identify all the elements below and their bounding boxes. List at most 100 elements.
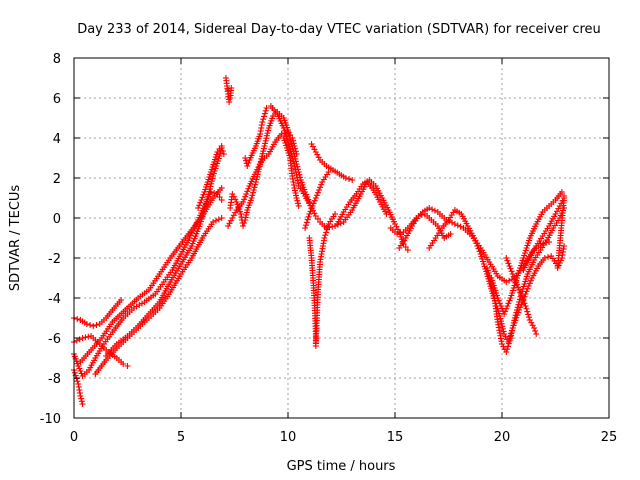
data-point [262, 140, 269, 147]
data-point [418, 212, 425, 218]
y-tick-label: 4 [53, 132, 61, 147]
data-point [240, 199, 247, 205]
data-point [78, 398, 85, 405]
data-point [260, 145, 267, 152]
data-point [561, 243, 568, 249]
data-point [198, 197, 205, 203]
data-point [529, 322, 536, 329]
data-point [317, 184, 324, 191]
data-point [262, 137, 269, 144]
data-point [505, 260, 512, 267]
data-point [136, 302, 143, 308]
data-point [255, 166, 262, 173]
data-point [506, 297, 513, 304]
data-point [241, 220, 248, 226]
data-point [322, 232, 329, 239]
data-point [513, 309, 520, 316]
data-point [314, 151, 321, 158]
data-point [285, 127, 291, 133]
data-point [90, 323, 97, 329]
data-point [316, 187, 323, 193]
data-point [497, 315, 504, 322]
data-point [504, 346, 511, 353]
data-point [245, 185, 252, 192]
data-point [345, 176, 352, 182]
data-point [504, 303, 511, 309]
data-point [498, 320, 505, 327]
data-point [515, 301, 522, 308]
data-point [505, 300, 512, 307]
data-point [500, 328, 507, 335]
data-point [71, 369, 78, 376]
data-point [218, 197, 225, 203]
data-point [392, 221, 398, 227]
data-point [203, 199, 210, 205]
data-point [518, 292, 525, 299]
data-point [555, 205, 562, 212]
data-point [120, 361, 127, 367]
data-point [499, 341, 505, 347]
data-point [496, 300, 503, 307]
data-point [394, 226, 401, 233]
data-point [287, 135, 294, 141]
data-point [138, 300, 145, 307]
data-point [545, 254, 552, 260]
chart-title: Day 233 of 2014, Sidereal Day-to-day VTE… [77, 22, 601, 37]
data-point [219, 148, 226, 154]
data-point [553, 208, 560, 215]
data-point [521, 300, 528, 307]
x-tick-label: 10 [280, 430, 297, 445]
y-axis-label: SDTVAR / TECUs [8, 185, 23, 292]
data-point [253, 176, 260, 183]
data-point [431, 207, 438, 214]
data-point [196, 202, 203, 209]
data-point [264, 130, 271, 137]
data-point [523, 305, 530, 312]
data-point [513, 307, 520, 313]
data-point [533, 331, 540, 337]
data-point [226, 220, 233, 227]
data-point [282, 130, 289, 137]
y-tick-label: -10 [40, 412, 61, 427]
data-point [261, 110, 268, 117]
data-point [258, 155, 265, 162]
data-point [315, 154, 322, 161]
data-point [199, 194, 206, 201]
data-point [397, 230, 404, 236]
data-point [242, 155, 249, 161]
data-point [232, 196, 239, 203]
data-point [225, 87, 232, 93]
data-point [501, 331, 508, 337]
x-tick-label: 20 [494, 430, 511, 445]
data-point [311, 210, 318, 217]
data-point [310, 200, 317, 207]
data-point [311, 146, 318, 153]
data-point [204, 196, 211, 203]
data-point [302, 222, 309, 229]
data-point [252, 179, 259, 185]
y-tick-label: 2 [53, 172, 61, 187]
data-point [552, 211, 559, 217]
data-point [541, 255, 548, 261]
data-point [284, 136, 291, 143]
data-point [308, 205, 315, 212]
data-point [501, 311, 508, 317]
data-point [321, 235, 328, 241]
data-point [251, 184, 258, 191]
data-point [248, 195, 255, 201]
data-point [260, 148, 267, 155]
data-point [383, 211, 390, 217]
data-point [313, 192, 320, 199]
data-point [426, 205, 433, 211]
data-point [531, 325, 538, 331]
data-point [526, 280, 533, 287]
data-point [208, 180, 215, 187]
data-point [532, 328, 539, 334]
data-point [474, 243, 481, 249]
data-point [504, 343, 511, 350]
data-point [256, 163, 263, 170]
data-point [79, 335, 86, 341]
data-point [309, 203, 316, 209]
data-point [312, 149, 319, 155]
